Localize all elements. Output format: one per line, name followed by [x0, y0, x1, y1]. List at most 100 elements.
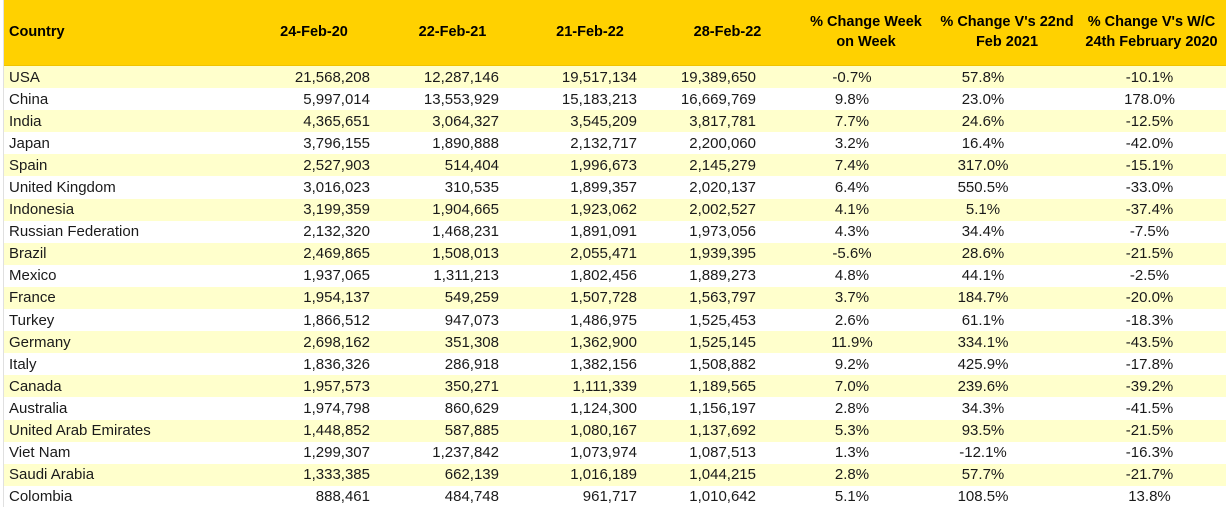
cell-pct-vs-wc-24-feb-2020[interactable]: -21.7% — [1125, 466, 1174, 484]
cell-pct-week-on-week[interactable]: 5.1% — [834, 488, 870, 506]
cell-pct-vs-wc-24-feb-2020[interactable]: -39.2% — [1125, 377, 1174, 395]
cell-date-24-feb-20[interactable]: 5,997,014 — [303, 90, 370, 108]
cell-date-24-feb-20[interactable]: 2,527,903 — [303, 156, 370, 174]
cell-country[interactable]: Mexico — [9, 267, 57, 285]
cell-date-28-feb-22[interactable]: 3,817,781 — [689, 112, 756, 130]
cell-country[interactable]: Indonesia — [9, 201, 75, 219]
cell-date-22-feb-21[interactable]: 1,904,665 — [432, 201, 499, 219]
column-header-pct-vs-22nd-feb-2021[interactable]: % Change V's 22nd Feb 2021 — [940, 14, 1074, 50]
cell-pct-vs-wc-24-feb-2020[interactable]: -33.0% — [1125, 179, 1174, 197]
cell-date-28-feb-22[interactable]: 1,044,215 — [689, 466, 756, 484]
cell-date-21-feb-22[interactable]: 2,132,717 — [570, 134, 637, 152]
cell-pct-vs-22-feb-2021[interactable]: 334.1% — [957, 333, 1009, 351]
cell-pct-week-on-week[interactable]: 9.8% — [834, 90, 870, 108]
cell-date-24-feb-20[interactable]: 2,698,162 — [303, 333, 370, 351]
cell-date-22-feb-21[interactable]: 1,237,842 — [432, 444, 499, 462]
cell-date-21-feb-22[interactable]: 2,055,471 — [570, 245, 637, 263]
cell-date-21-feb-22[interactable]: 1,899,357 — [570, 179, 637, 197]
cell-pct-vs-22-feb-2021[interactable]: 16.4% — [961, 134, 1005, 152]
cell-date-28-feb-22[interactable]: 1,525,453 — [689, 311, 756, 329]
cell-country[interactable]: Turkey — [9, 311, 55, 329]
cell-pct-vs-wc-24-feb-2020[interactable]: -12.5% — [1125, 112, 1174, 130]
cell-country[interactable]: United Kingdom — [9, 179, 116, 197]
cell-pct-week-on-week[interactable]: -5.6% — [832, 245, 872, 263]
cell-date-22-feb-21[interactable]: 947,073 — [444, 311, 499, 329]
cell-pct-week-on-week[interactable]: -0.7% — [832, 68, 872, 86]
cell-date-24-feb-20[interactable]: 888,461 — [315, 488, 370, 506]
cell-date-28-feb-22[interactable]: 1,156,197 — [689, 399, 756, 417]
cell-pct-week-on-week[interactable]: 2.8% — [834, 466, 870, 484]
cell-date-22-feb-21[interactable]: 3,064,327 — [432, 112, 499, 130]
cell-date-28-feb-22[interactable]: 19,389,650 — [680, 68, 756, 86]
cell-pct-vs-22-feb-2021[interactable]: 28.6% — [961, 245, 1005, 263]
cell-date-24-feb-20[interactable]: 1,866,512 — [303, 311, 370, 329]
cell-pct-vs-22-feb-2021[interactable]: 93.5% — [961, 422, 1005, 440]
cell-pct-vs-wc-24-feb-2020[interactable]: -16.3% — [1125, 444, 1174, 462]
cell-date-21-feb-22[interactable]: 1,996,673 — [570, 156, 637, 174]
cell-pct-vs-22-feb-2021[interactable]: 61.1% — [961, 311, 1005, 329]
cell-date-22-feb-21[interactable]: 549,259 — [444, 289, 499, 307]
cell-pct-vs-wc-24-feb-2020[interactable]: -43.5% — [1125, 333, 1174, 351]
cell-date-22-feb-21[interactable]: 1,508,013 — [432, 245, 499, 263]
cell-date-24-feb-20[interactable]: 4,365,651 — [303, 112, 370, 130]
cell-pct-vs-wc-24-feb-2020[interactable]: -7.5% — [1129, 223, 1170, 241]
cell-date-24-feb-20[interactable]: 1,937,065 — [303, 267, 370, 285]
column-header-pct-vs-wc-24th-feb-2020[interactable]: % Change V's W/C 24th February 2020 — [1085, 14, 1218, 50]
cell-date-24-feb-20[interactable]: 1,333,385 — [303, 466, 370, 484]
cell-pct-vs-wc-24-feb-2020[interactable]: -42.0% — [1125, 134, 1174, 152]
cell-country[interactable]: Colombia — [9, 488, 73, 506]
cell-pct-week-on-week[interactable]: 7.4% — [834, 156, 870, 174]
cell-pct-vs-22-feb-2021[interactable]: 108.5% — [957, 488, 1009, 506]
cell-pct-week-on-week[interactable]: 11.9% — [831, 333, 873, 351]
cell-pct-vs-22-feb-2021[interactable]: 239.6% — [957, 377, 1009, 395]
cell-date-24-feb-20[interactable]: 3,796,155 — [303, 134, 370, 152]
cell-pct-vs-22-feb-2021[interactable]: 34.4% — [961, 223, 1005, 241]
cell-date-28-feb-22[interactable]: 1,889,273 — [689, 267, 756, 285]
column-header-24-feb-20[interactable]: 24-Feb-20 — [280, 23, 348, 40]
cell-date-21-feb-22[interactable]: 1,486,975 — [570, 311, 637, 329]
cell-date-28-feb-22[interactable]: 1,137,692 — [689, 422, 756, 440]
cell-date-28-feb-22[interactable]: 1,087,513 — [689, 444, 756, 462]
cell-pct-week-on-week[interactable]: 6.4% — [834, 179, 870, 197]
cell-date-24-feb-20[interactable]: 3,199,359 — [303, 201, 370, 219]
cell-country[interactable]: United Arab Emirates — [9, 422, 151, 440]
cell-date-28-feb-22[interactable]: 2,002,527 — [689, 201, 756, 219]
cell-date-28-feb-22[interactable]: 16,669,769 — [680, 90, 756, 108]
cell-date-22-feb-21[interactable]: 13,553,929 — [423, 90, 499, 108]
cell-date-28-feb-22[interactable]: 1,525,145 — [689, 333, 756, 351]
cell-pct-vs-22-feb-2021[interactable]: 184.7% — [957, 289, 1009, 307]
cell-date-24-feb-20[interactable]: 2,132,320 — [303, 223, 370, 241]
cell-date-21-feb-22[interactable]: 1,080,167 — [570, 422, 637, 440]
cell-pct-vs-wc-24-feb-2020[interactable]: -21.5% — [1125, 245, 1174, 263]
cell-date-24-feb-20[interactable]: 21,568,208 — [294, 68, 370, 86]
cell-pct-week-on-week[interactable]: 4.3% — [834, 223, 870, 241]
cell-pct-week-on-week[interactable]: 1.3% — [834, 444, 870, 462]
cell-date-21-feb-22[interactable]: 1,124,300 — [570, 399, 637, 417]
cell-date-28-feb-22[interactable]: 1,939,395 — [689, 245, 756, 263]
cell-pct-vs-wc-24-feb-2020[interactable]: -37.4% — [1125, 201, 1174, 219]
cell-pct-vs-22-feb-2021[interactable]: 550.5% — [957, 179, 1009, 197]
cell-date-24-feb-20[interactable]: 3,016,023 — [303, 179, 370, 197]
cell-date-21-feb-22[interactable]: 1,382,156 — [570, 355, 637, 373]
cell-pct-vs-wc-24-feb-2020[interactable]: -21.5% — [1125, 422, 1174, 440]
cell-country[interactable]: Russian Federation — [9, 223, 140, 241]
cell-pct-vs-wc-24-feb-2020[interactable]: 178.0% — [1124, 90, 1175, 108]
cell-country[interactable]: Italy — [9, 355, 37, 373]
cell-pct-vs-wc-24-feb-2020[interactable]: -2.5% — [1129, 267, 1170, 285]
cell-pct-vs-wc-24-feb-2020[interactable]: -17.8% — [1125, 355, 1174, 373]
cell-date-24-feb-20[interactable]: 1,957,573 — [303, 377, 370, 395]
cell-date-21-feb-22[interactable]: 1,891,091 — [570, 223, 637, 241]
cell-date-22-feb-21[interactable]: 484,748 — [444, 488, 499, 506]
cell-pct-week-on-week[interactable]: 4.1% — [834, 201, 870, 219]
column-header-country[interactable]: Country — [9, 23, 65, 40]
cell-pct-week-on-week[interactable]: 5.3% — [834, 422, 870, 440]
cell-date-21-feb-22[interactable]: 1,016,189 — [570, 466, 637, 484]
cell-country[interactable]: Australia — [9, 399, 68, 417]
cell-pct-vs-22-feb-2021[interactable]: 317.0% — [957, 156, 1009, 174]
cell-pct-vs-22-feb-2021[interactable]: 44.1% — [961, 267, 1005, 285]
cell-pct-vs-22-feb-2021[interactable]: 57.8% — [961, 68, 1005, 86]
cell-date-28-feb-22[interactable]: 1,973,056 — [689, 223, 756, 241]
cell-country[interactable]: Germany — [9, 333, 71, 351]
cell-date-21-feb-22[interactable]: 1,507,728 — [570, 289, 637, 307]
cell-pct-week-on-week[interactable]: 7.7% — [834, 112, 870, 130]
